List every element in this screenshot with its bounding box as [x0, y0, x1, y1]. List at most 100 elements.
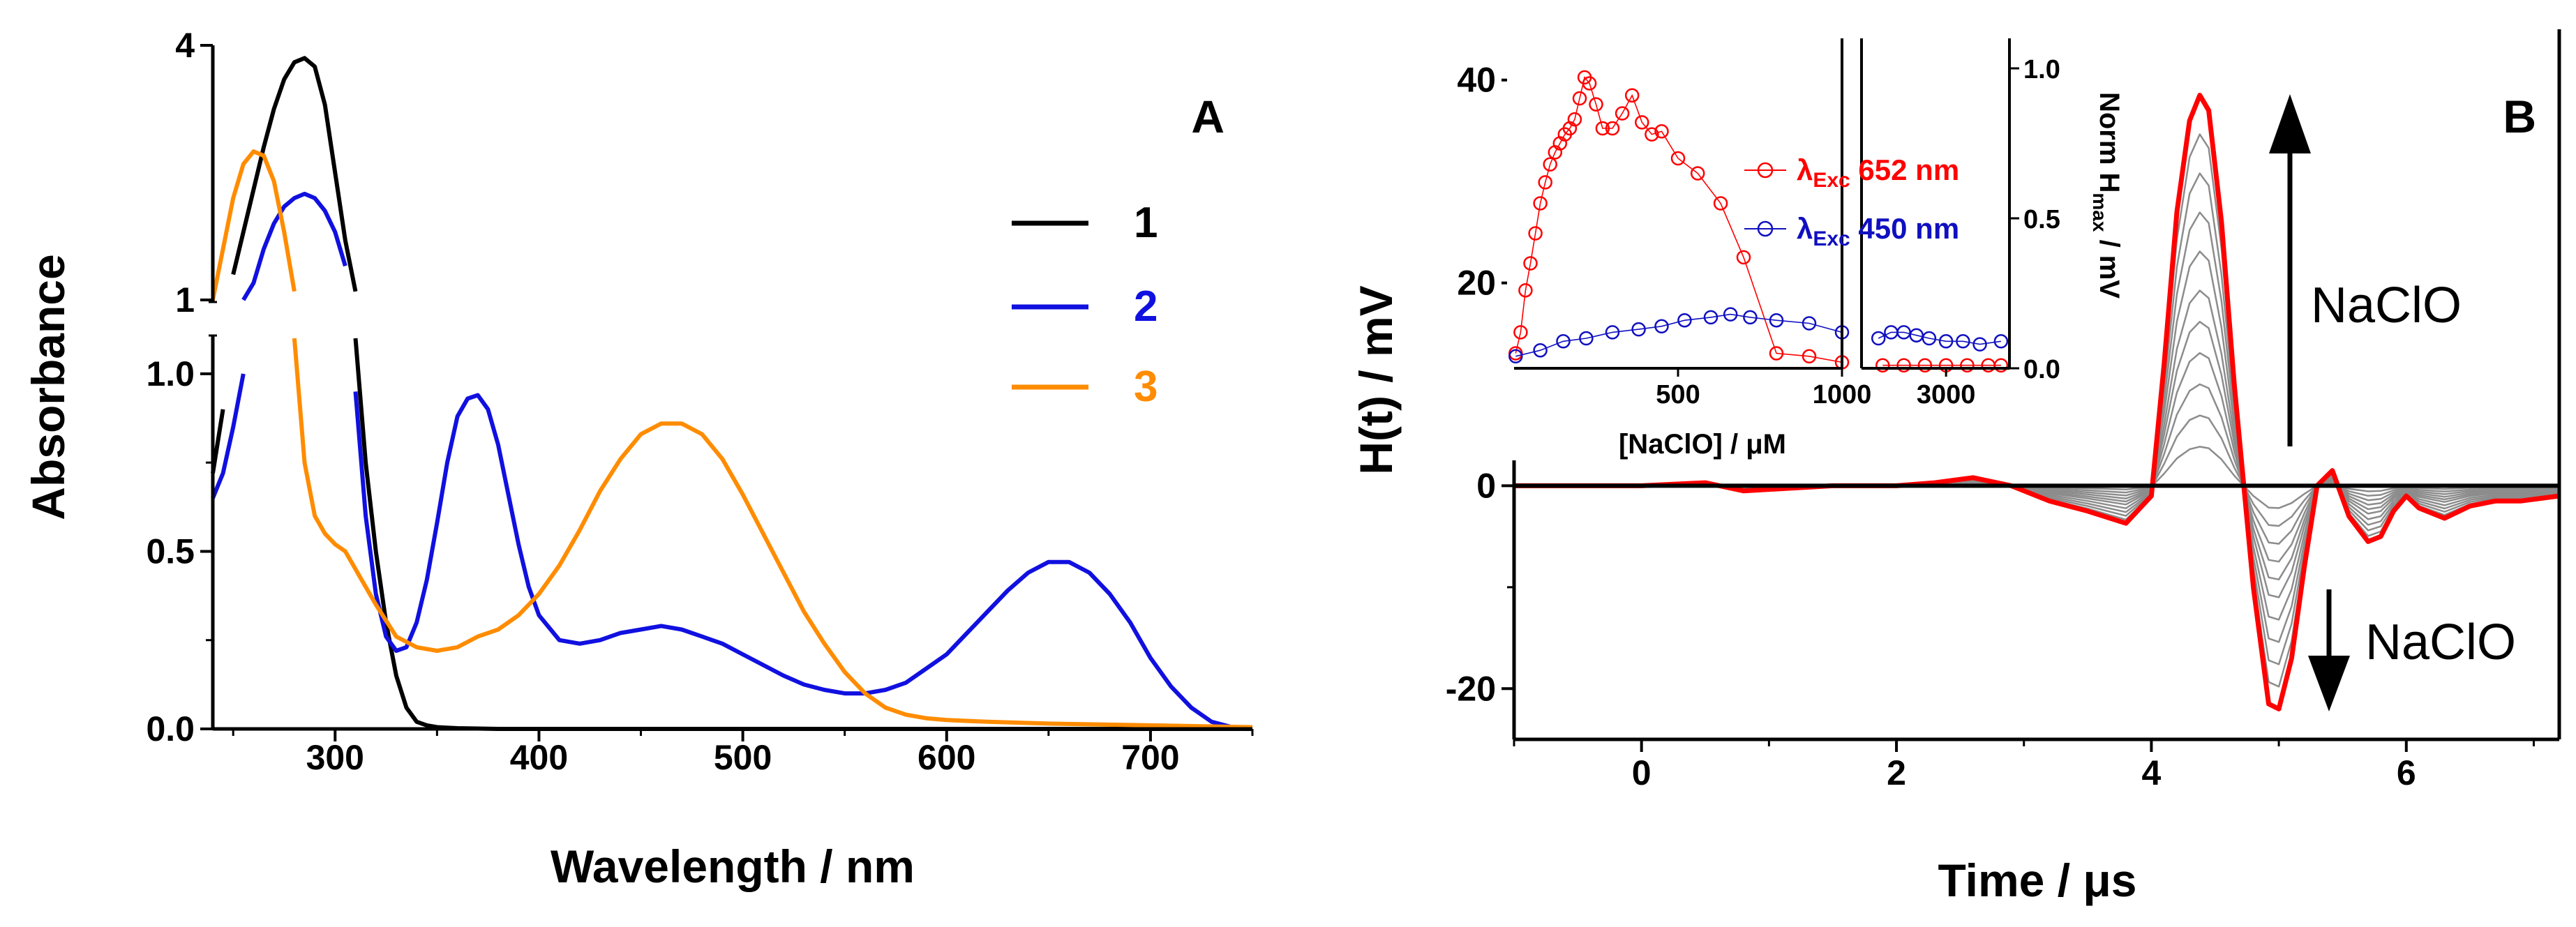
inset-point: [1605, 325, 1620, 340]
inset-point: [1993, 358, 2009, 372]
inset-point: [1802, 349, 1817, 364]
inset-x-axis-label: [NaClO] / μM: [1619, 429, 1786, 460]
inset-point: [1631, 322, 1646, 337]
inset-point: [1567, 112, 1582, 127]
series-2-line-lower: [211, 373, 1243, 731]
inset-point: [1635, 115, 1649, 130]
arrow-down-icon: [2308, 656, 2350, 711]
x-tick-label-6: 6: [2397, 753, 2416, 792]
inset-line-0-a: [1515, 76, 1843, 363]
inset-point: [1670, 151, 1686, 166]
inset-point: [1556, 334, 1571, 349]
inset-y-axis-label: Norm Hmax / mV: [2089, 92, 2125, 299]
y-tick-label-0.0: 0.0: [146, 709, 195, 748]
inset-point: [1513, 325, 1528, 340]
inset-point: [1582, 76, 1597, 91]
inset-point: [1896, 358, 1911, 372]
x-tick-label-4: 4: [2142, 753, 2162, 792]
y-tick-label-20: 20: [1457, 264, 1496, 303]
inset-point: [1645, 127, 1659, 142]
inset-point: [1922, 331, 1937, 346]
inset-point: [1703, 310, 1718, 325]
inset-point: [1533, 342, 1548, 358]
panel-label-a: A: [1191, 91, 1225, 142]
inset-point: [1543, 157, 1557, 172]
inset-point: [1624, 88, 1640, 103]
x-tick-label-500: 500: [714, 738, 772, 777]
inset-point: [1938, 334, 1954, 349]
y-axis-label: H(t) / mV: [1350, 285, 1402, 474]
y-tick-label-0: 0: [1476, 466, 1496, 505]
inset-point: [1917, 358, 1933, 372]
inset-x-tick-label-500: 500: [1656, 380, 1700, 409]
inset-point: [1736, 250, 1751, 265]
inset-point: [1508, 349, 1523, 364]
inset-point: [1579, 331, 1594, 346]
inset-point: [1654, 124, 1669, 139]
y-tick-label-40: 40: [1457, 61, 1496, 100]
inset-point: [1802, 316, 1817, 331]
inset-point: [1960, 358, 1975, 372]
x-tick-label-0: 0: [1632, 753, 1652, 792]
panel-a: 300 400 500 600 700 0.0 0.5 1.0 1 4 Wavelength / n…: [22, 26, 1254, 892]
inset-legend-label-0: λExc 652 nm: [1797, 153, 1959, 192]
legend-label-1: 1: [1134, 199, 1158, 247]
y-tick-label-1.0: 1.0: [146, 354, 195, 393]
inset-point: [1595, 121, 1610, 136]
arrow-up-icon: [2269, 94, 2311, 153]
series-3-line-upper: [211, 149, 297, 301]
inset-point: [1615, 106, 1630, 121]
y-tick-label-4: 4: [175, 26, 195, 65]
annotation-naclo-up: NaClO: [2311, 278, 2462, 333]
x-tick-label-600: 600: [918, 738, 975, 777]
x-tick-label-300: 300: [306, 738, 364, 777]
inset-point: [1993, 334, 2009, 349]
annotation-naclo-down: NaClO: [2365, 615, 2516, 670]
inset-point: [1723, 307, 1738, 322]
legend-label-3: 3: [1134, 363, 1158, 411]
inset-chart: 0.0 0.5 1.0 500 1000 3000 [NaClO] / μM Norm Hma…: [1507, 28, 2125, 460]
x-tick-label-2: 2: [1887, 753, 1906, 792]
panel-b: 0 2 4 6 -20 0 20 40 Time / μs H(t) / mV B NaClO NaCl…: [1350, 28, 2561, 906]
inset-legend-marker: [1757, 220, 1774, 237]
inset-point: [1713, 196, 1728, 211]
axis-break-gap: [181, 304, 370, 335]
legend-label-2: 2: [1134, 282, 1158, 331]
y-axis-label: Absorbance: [22, 254, 74, 520]
inset-point: [1956, 334, 1970, 349]
series-1-line-upper: [231, 56, 358, 292]
y-tick-label-0.5: 0.5: [146, 532, 195, 571]
inset-y-tick-label-0.0: 0.0: [2023, 355, 2060, 384]
inset-legend-label-1: λExc 450 nm: [1797, 212, 1959, 250]
inset-point: [1654, 319, 1669, 334]
waveform-max: [1514, 93, 2560, 711]
inset-point: [1769, 346, 1784, 361]
x-tick-label-400: 400: [510, 738, 568, 777]
inset-legend-marker: [1757, 162, 1774, 179]
inset-point: [1538, 175, 1552, 190]
inset-point: [1523, 256, 1538, 271]
panel-label-b: B: [2503, 91, 2536, 142]
x-axis-label: Wavelength / nm: [551, 841, 915, 892]
inset-x-tick-label-1000: 1000: [1813, 380, 1872, 409]
series-2-line-upper: [241, 191, 347, 301]
inset-point: [1743, 310, 1758, 325]
inset-point: [1518, 282, 1533, 298]
y-tick-label--20: -20: [1446, 669, 1496, 708]
inset-point: [1972, 337, 1987, 352]
inset-point: [1871, 331, 1886, 346]
inset-y-tick-label-1.0: 1.0: [2023, 55, 2060, 84]
inset-point: [1533, 196, 1548, 211]
inset-point: [1572, 91, 1587, 106]
series-3-line-lower: [292, 338, 1253, 730]
inset-point: [1605, 121, 1620, 136]
inset-point: [1690, 166, 1705, 181]
y-tick-label-1: 1: [175, 280, 195, 319]
inset-point: [1677, 312, 1692, 328]
inset-line-1-a: [1515, 313, 1843, 357]
inset-point: [1769, 312, 1784, 328]
inset-point: [1589, 97, 1603, 112]
inset-x-tick-label-3000: 3000: [1917, 380, 1976, 409]
x-tick-label-700: 700: [1121, 738, 1179, 777]
